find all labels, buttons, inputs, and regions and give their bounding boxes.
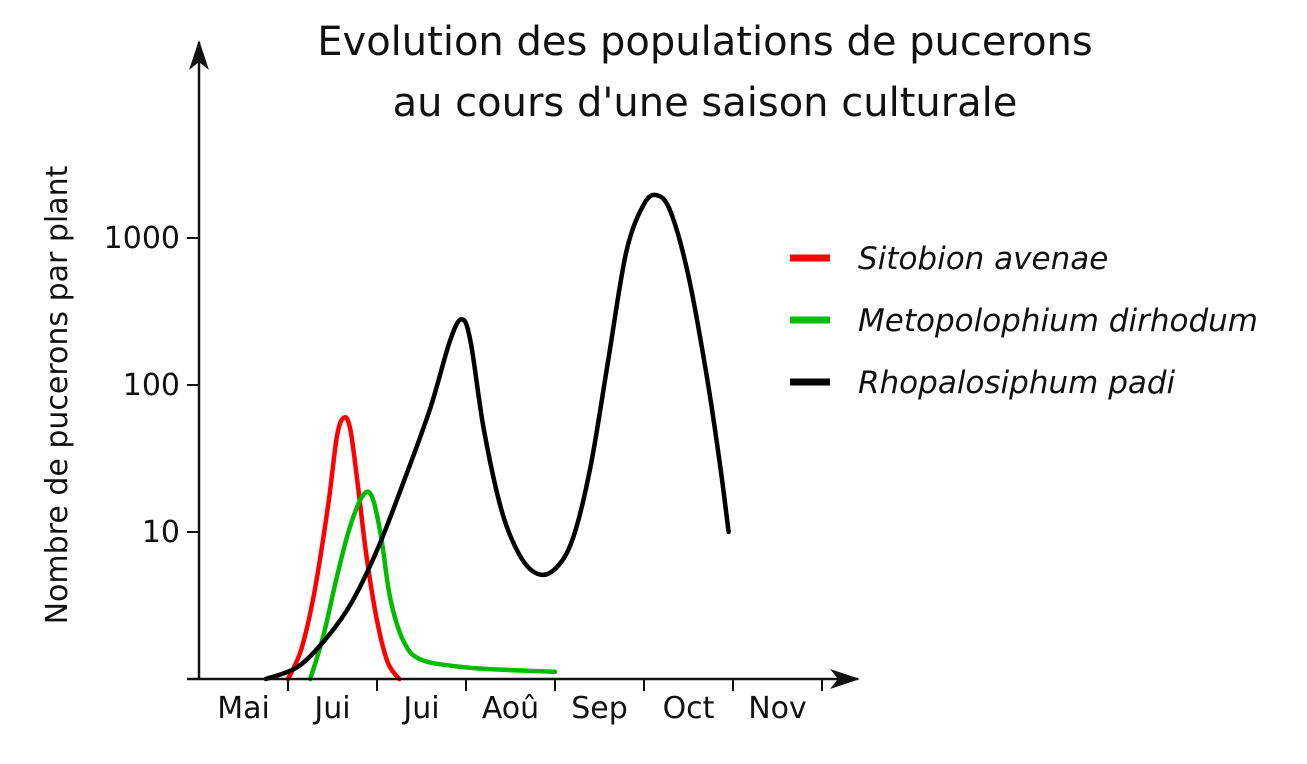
x-tick-label: Oct [663, 691, 715, 726]
chart-title-line-2: au cours d'une saison culturale [393, 80, 1018, 126]
chart-title-line-1: Evolution des populations de pucerons [317, 19, 1092, 65]
legend-label: Rhopalosiphum padi [858, 365, 1176, 401]
series-line-metopolophium-dirhodum [308, 489, 558, 682]
y-tick-label: 10 [142, 515, 180, 550]
y-ticks: 10 100 1000 [104, 221, 199, 550]
x-tick-label: Mai [217, 691, 270, 726]
x-tick-label: Jui [401, 691, 439, 726]
series-line-rhopalosiphum-padi [263, 192, 731, 682]
x-tick-label: Jui [312, 691, 350, 726]
x-tick-label: Sep [571, 691, 628, 726]
x-tick-label: Nov [748, 691, 807, 726]
x-tick-label: Aoû [482, 691, 539, 726]
y-axis-label: Nombre de pucerons par plant [40, 165, 75, 624]
series-line-sitobion-avenae [285, 415, 402, 682]
y-tick-label: 1000 [104, 221, 180, 256]
legend-label: Sitobion avenae [858, 241, 1108, 277]
x-ticks: Mai Jui Jui Aoû Sep Oct Nov [217, 679, 823, 726]
legend: Sitobion avenae Metopolophium dirhodum Rho… [790, 241, 1258, 401]
y-tick-label: 100 [123, 368, 180, 403]
legend-label: Metopolophium dirhodum [858, 303, 1258, 339]
series-layer [263, 192, 731, 682]
